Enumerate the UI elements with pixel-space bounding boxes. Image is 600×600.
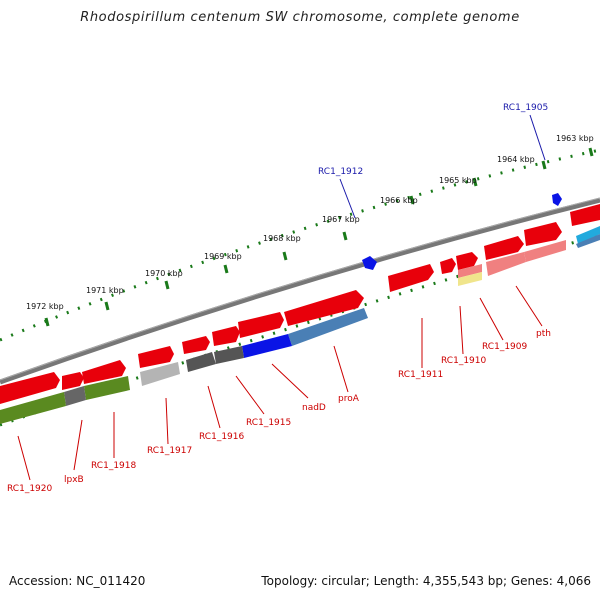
gene-arrow[interactable] <box>484 236 524 260</box>
gene-arrow[interactable] <box>388 264 434 292</box>
band-pink-2[interactable] <box>486 252 526 276</box>
label-lpxB[interactable]: lpxB <box>64 475 84 485</box>
scale-label-1971: 1971 kbp <box>86 286 124 295</box>
gene-arrow-left-edge[interactable] <box>0 372 60 404</box>
gene-bands <box>0 226 600 424</box>
label-RC1_1912[interactable]: RC1_1912 <box>318 167 363 177</box>
gene-arrow-proA[interactable] <box>284 290 364 326</box>
label-RC1_1915[interactable]: RC1_1915 <box>246 418 291 428</box>
label-RC1_1918[interactable]: RC1_1918 <box>91 461 136 471</box>
plus-strand-genes <box>0 204 600 404</box>
topology-text: Topology: circular; Length: 4,355,543 bp… <box>261 574 591 588</box>
upper-major-ticks <box>44 147 594 327</box>
map-title: Rhodospirillum centenum SW chromosome, c… <box>80 10 520 25</box>
scale-label-1967: 1967 kbp <box>322 215 360 224</box>
scale-labels: 1963 kbp 1964 kbp 1965 kbp 1966 kbp 1967… <box>26 134 594 311</box>
chromosome-backbone <box>0 197 600 385</box>
band-gray-1[interactable] <box>214 346 244 364</box>
label-RC1_1920[interactable]: RC1_1920 <box>7 484 52 494</box>
label-RC1_1910[interactable]: RC1_1910 <box>441 356 486 366</box>
band-gray-2[interactable] <box>186 352 216 372</box>
band-steel[interactable] <box>288 308 368 346</box>
gene-RC1_1912-marker[interactable] <box>362 256 377 270</box>
band-pink-1[interactable] <box>524 240 566 262</box>
band-olive-2[interactable] <box>0 392 66 424</box>
band-lightgray[interactable] <box>140 362 180 386</box>
bottom-labels <box>17 285 543 481</box>
gene-arrow[interactable] <box>238 312 284 338</box>
label-RC1_1905[interactable]: RC1_1905 <box>503 103 548 113</box>
gene-arrow[interactable] <box>440 258 456 274</box>
label-pth[interactable]: pth <box>536 329 551 339</box>
band-blue-nadD[interactable] <box>242 334 292 358</box>
scale-label-1966: 1966 kbp <box>380 196 418 205</box>
gene-arrow[interactable] <box>456 252 478 270</box>
scale-label-1963: 1963 kbp <box>556 134 594 143</box>
gene-arrow[interactable] <box>82 360 126 384</box>
label-RC1_1917[interactable]: RC1_1917 <box>147 446 192 456</box>
scale-label-1970: 1970 kbp <box>145 269 183 278</box>
band-steel-small[interactable] <box>576 234 600 248</box>
label-nadD[interactable]: nadD <box>302 403 326 413</box>
gene-arrow[interactable] <box>212 326 240 346</box>
scale-label-1968: 1968 kbp <box>263 234 301 243</box>
gene-arrow[interactable] <box>524 222 562 246</box>
gene-arrow[interactable] <box>138 346 174 368</box>
band-cyan[interactable] <box>576 226 600 244</box>
label-RC1_1916[interactable]: RC1_1916 <box>199 432 244 442</box>
band-pink-3[interactable] <box>458 264 482 278</box>
gene-arrow-right-edge[interactable] <box>570 204 600 226</box>
gene-arrow[interactable] <box>62 372 84 390</box>
scale-label-1964: 1964 kbp <box>497 155 535 164</box>
top-labels: RC1_1905 RC1_1912 <box>318 103 548 219</box>
band-yellow[interactable] <box>458 272 482 286</box>
scale-label-1965: 1965 kbp <box>439 176 477 185</box>
label-RC1_1909[interactable]: RC1_1909 <box>482 342 527 352</box>
label-proA[interactable]: proA <box>338 394 360 404</box>
gene-RC1_1905-marker[interactable] <box>552 193 562 206</box>
band-gray-lpxB[interactable] <box>64 386 86 406</box>
gene-arrow[interactable] <box>182 336 210 354</box>
accession-text: Accession: NC_011420 <box>9 574 146 588</box>
band-olive-1[interactable] <box>84 376 130 400</box>
label-RC1_1911[interactable]: RC1_1911 <box>398 370 443 380</box>
scale-label-1972: 1972 kbp <box>26 302 64 311</box>
scale-label-1969: 1969 kbp <box>204 252 242 261</box>
